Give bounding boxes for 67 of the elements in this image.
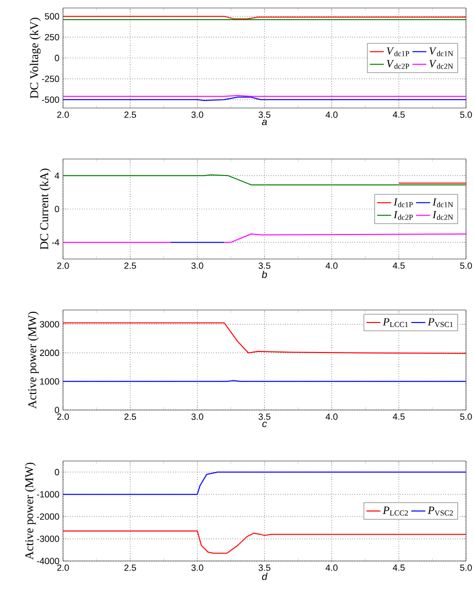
y-tick-label: 0 (54, 406, 60, 414)
x-tick-label: 3.0 (191, 112, 204, 118)
x-tick-label: 3.5 (258, 112, 270, 118)
x-tick-label: 4.0 (326, 414, 338, 420)
x-tick-label: 5.0 (460, 262, 472, 269)
legend-label: I$_{dc2N}$ (432, 210, 454, 220)
legend-label: V$_{dc1N}$ (429, 47, 454, 56)
x-tick-label: 2.0 (57, 414, 69, 420)
legend-label: V$_{dc2P}$ (386, 60, 410, 69)
x-tick-label: 3.0 (191, 262, 204, 269)
y-tick-label: -2000 (36, 513, 60, 520)
x-tick-label: 2.0 (57, 112, 69, 118)
y-axis-title: Active power (MW) (24, 462, 36, 560)
legend-label: V$_{dc2N}$ (429, 60, 454, 69)
line-series (63, 472, 466, 495)
x-tick-label: 5.0 (460, 564, 472, 571)
x-tick-label: 5.0 (460, 414, 472, 420)
x-axis-title: c (262, 422, 267, 428)
legend-label: P$_{LCC2}$ (382, 506, 408, 516)
y-tick-label: 250 (44, 34, 60, 40)
x-tick-label: 3.5 (258, 414, 270, 420)
y-axis-title: Active power (MW) (28, 312, 39, 409)
y-tick-label: -4 (52, 239, 60, 246)
y-tick-label: 0 (54, 206, 60, 212)
y-tick-label: 500 (44, 13, 60, 20)
legend-label: I$_{dc1P}$ (394, 198, 413, 208)
line-series (63, 530, 466, 554)
y-axis-title: DC Voltage (kV) (30, 18, 41, 98)
legend-label: I$_{dc1N}$ (432, 198, 454, 208)
x-tick-label: 4.0 (326, 112, 338, 118)
x-tick-label: 2.5 (124, 564, 136, 571)
y-tick-label: -250 (42, 76, 60, 82)
legend-label: P$_{LCC1}$ (382, 318, 408, 328)
x-tick-label: 2.0 (57, 262, 69, 269)
y-tick-label: 0 (54, 54, 60, 62)
legend-label: V$_{dc1P}$ (386, 47, 410, 56)
x-tick-label: 2.5 (124, 112, 136, 118)
x-tick-label: 2.5 (124, 414, 136, 420)
y-tick-label: -3000 (36, 536, 60, 542)
x-axis-title: b (262, 270, 267, 278)
y-tick-label: 3000 (40, 321, 60, 328)
x-tick-label: 4.5 (392, 414, 405, 420)
y-tick-label: 0 (54, 468, 60, 476)
x-tick-label: 3.5 (258, 564, 270, 571)
x-axis-title: d (262, 572, 268, 580)
y-tick-label: 4 (54, 172, 60, 179)
y-tick-label: 2000 (40, 350, 60, 356)
x-tick-label: 4.0 (326, 262, 338, 269)
x-tick-label: 4.5 (392, 564, 405, 571)
x-tick-label: 3.0 (191, 564, 204, 571)
legend-label: I$_{dc2P}$ (394, 210, 413, 220)
x-tick-label: 4.5 (392, 262, 405, 269)
x-tick-label: 3.0 (191, 414, 204, 420)
y-tick-label: 1000 (40, 378, 60, 385)
y-tick-label: -500 (42, 96, 60, 103)
x-tick-label: 2.5 (124, 262, 136, 269)
y-axis-title: DC Current (kA) (40, 168, 51, 250)
x-tick-label: 3.5 (258, 262, 270, 269)
x-axis-title: a (262, 120, 267, 126)
y-tick-label: -1000 (36, 491, 60, 498)
x-tick-label: 4.5 (392, 112, 405, 118)
legend-label: P$_{VSC2}$ (428, 506, 453, 516)
x-tick-label: 5.0 (460, 112, 472, 118)
legend-label: P$_{VSC1}$ (428, 318, 453, 328)
x-tick-label: 4.0 (326, 564, 338, 571)
y-tick-label: -4000 (36, 558, 60, 564)
x-tick-label: 2.0 (57, 564, 69, 571)
